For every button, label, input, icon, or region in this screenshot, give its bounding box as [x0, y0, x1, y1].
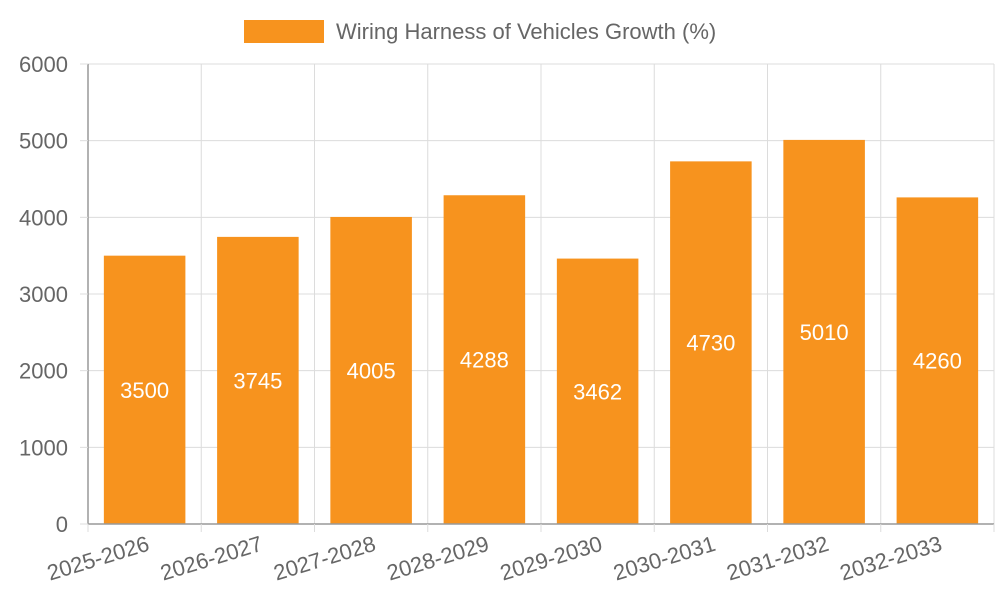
bar-value-label: 5010 [800, 320, 849, 345]
bar [103, 255, 186, 524]
x-tick-label: 2027-2028 [271, 531, 379, 586]
bar [330, 216, 412, 524]
legend-swatch [244, 20, 324, 43]
y-tick-label: 3000 [19, 282, 68, 307]
bar-value-label: 3462 [573, 379, 622, 404]
legend-label: Wiring Harness of Vehicles Growth (%) [336, 19, 716, 44]
bars [103, 139, 979, 524]
x-tick-label: 2032-2033 [837, 531, 945, 586]
bar [443, 195, 526, 524]
y-tick-label: 1000 [19, 435, 68, 460]
x-tick-label: 2028-2029 [384, 531, 492, 586]
bar [896, 197, 979, 524]
bar-value-label: 3745 [233, 368, 282, 393]
bar-value-label: 4260 [913, 349, 962, 374]
y-tick-label: 6000 [19, 52, 68, 77]
x-tick-label: 2031-2032 [724, 531, 832, 586]
bar-value-label: 4288 [460, 348, 509, 373]
y-tick-label: 0 [56, 512, 68, 537]
x-tick-label: 2026-2027 [157, 531, 265, 586]
bar [556, 258, 639, 524]
bar [783, 139, 865, 524]
legend[interactable]: Wiring Harness of Vehicles Growth (%) [244, 19, 716, 44]
x-tick-label: 2030-2031 [610, 531, 718, 586]
bar-value-label: 3500 [120, 378, 169, 403]
x-tick-label: 2025-2026 [44, 531, 152, 586]
bar [670, 161, 752, 524]
bar-value-label: 4730 [686, 331, 735, 356]
bar-value-label: 4005 [347, 358, 396, 383]
y-axis-ticks: 0 1000 2000 3000 4000 5000 6000 [19, 52, 88, 537]
bar [217, 236, 299, 524]
x-axis-ticks: 2025-2026 2026-2027 2027-2028 2028-2029 2029… [44, 524, 995, 586]
y-tick-label: 4000 [19, 205, 68, 230]
y-tick-label: 5000 [19, 129, 68, 154]
y-tick-label: 2000 [19, 359, 68, 384]
x-tick-label: 2029-2030 [497, 531, 605, 586]
data-labels: 3500 3745 4005 4288 3462 4730 5010 4260 [120, 320, 962, 404]
